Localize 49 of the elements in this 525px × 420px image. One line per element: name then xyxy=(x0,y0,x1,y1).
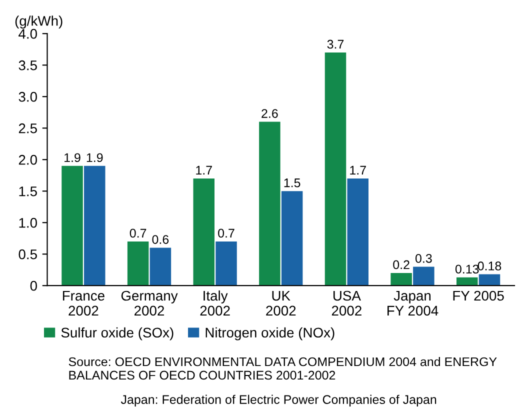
data-label: 0.6 xyxy=(152,235,169,244)
text: 1.0 xyxy=(19,218,37,228)
data-label: 0.13 xyxy=(455,264,479,274)
x-tick-label: FY 2005 xyxy=(453,290,504,301)
bar xyxy=(478,274,500,286)
bar xyxy=(456,277,478,286)
y-tick-label: 2.5 xyxy=(18,123,37,134)
text: Japan: Federation of Electric Power Companies of Japan xyxy=(120,394,436,406)
bar xyxy=(150,248,172,286)
bar xyxy=(193,178,215,286)
bar xyxy=(216,242,237,286)
bar xyxy=(62,166,83,286)
data-label: 1.5 xyxy=(284,178,300,188)
data-label: 1.9 xyxy=(64,153,80,162)
y-tick-label: 1.5 xyxy=(19,186,37,196)
bar xyxy=(259,122,280,286)
text: 2.0 xyxy=(18,154,37,165)
x-tick-label: UK 2002 xyxy=(266,290,296,316)
data-label: 0.7 xyxy=(130,228,146,238)
legend-label: Nitrogen oxide (NOx) xyxy=(206,327,334,340)
data-label: 1.9 xyxy=(86,153,103,162)
y-tick-label: 0.5 xyxy=(18,249,37,260)
bar xyxy=(347,178,368,286)
data-label: 3.7 xyxy=(327,40,344,49)
data-label: 0.18 xyxy=(478,262,502,270)
y-tick-label: 3.5 xyxy=(18,60,37,70)
data-label: 1.7 xyxy=(196,166,212,175)
bar xyxy=(127,242,149,286)
bar xyxy=(84,166,106,286)
bar xyxy=(413,266,434,286)
x-tick-label: USA 2002 xyxy=(332,290,362,316)
bar xyxy=(324,52,346,286)
y-axis-title: (g/kWh) xyxy=(15,16,62,29)
data-label: 0.3 xyxy=(415,254,432,263)
x-tick-label: France 2002 xyxy=(62,290,104,316)
data-label: 2.6 xyxy=(262,109,278,118)
text: 3.0 xyxy=(18,92,37,102)
x-tick-label: Italy 2002 xyxy=(200,290,230,316)
data-label: 1.7 xyxy=(350,166,366,175)
data-label: 0.2 xyxy=(393,260,410,270)
bar xyxy=(281,191,303,286)
x-tick-label: Germany 2002 xyxy=(121,290,178,316)
legend-label: Sulfur oxide (SOx) xyxy=(61,327,174,340)
text: 4.0 xyxy=(18,28,37,39)
bar xyxy=(390,273,412,286)
data-label: 0.7 xyxy=(218,228,234,238)
y-tick-label: 0 xyxy=(30,280,37,291)
source-note: Source: OECD ENVIRONMENTAL DATA COMPENDIUM 2004 and ENERGY BALANCES OF OECD COUNTRIES 2001-2002 xyxy=(68,357,497,380)
x-tick-label: Japan FY 2004 xyxy=(388,290,438,316)
